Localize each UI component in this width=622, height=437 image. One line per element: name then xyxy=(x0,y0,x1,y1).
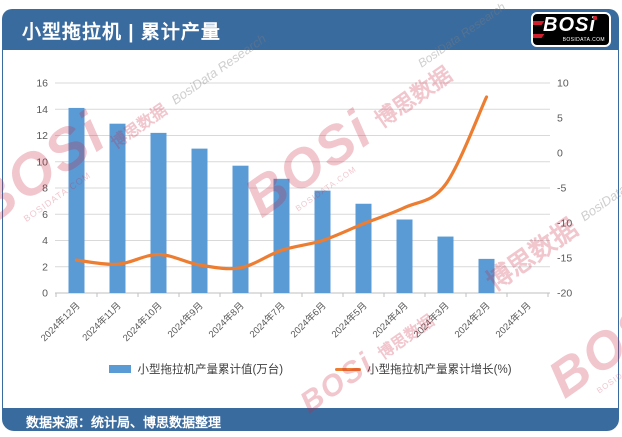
chart-body: 16 14 12 10 8 6 4 2 0 10 5 0 -5 -10 -15 -20 2024年12月 2024… xyxy=(2,50,619,408)
legend: 小型拖拉机产量累计值(万台) 小型拖拉机产量累计增长(%) xyxy=(3,361,618,377)
bar xyxy=(232,165,249,293)
logo-site-label: BOSIDATA.COM xyxy=(562,37,605,43)
svg-text:6: 6 xyxy=(42,209,48,221)
logo-wordmark: BOSi xyxy=(543,14,596,36)
y-axis-right-labels: 10 5 0 -5 -10 -15 -20 xyxy=(557,78,572,300)
svg-text:2024年7月: 2024年7月 xyxy=(247,300,288,341)
svg-text:-10: -10 xyxy=(557,218,572,230)
bosi-logo: BOSi BOSIDATA.COM xyxy=(531,12,611,47)
svg-text:-15: -15 xyxy=(557,253,572,265)
legend-swatch-line xyxy=(335,367,362,371)
legend-item-bar-series: 小型拖拉机产量累计值(万台) xyxy=(109,361,283,377)
svg-text:2024年1月: 2024年1月 xyxy=(493,300,534,341)
svg-text:-5: -5 xyxy=(557,183,566,195)
svg-text:2024年8月: 2024年8月 xyxy=(206,300,247,341)
bar xyxy=(109,123,126,293)
footer-bar: 数据来源：统计局、博思数据整理 xyxy=(2,408,619,431)
bar-series xyxy=(68,107,495,293)
svg-text:4: 4 xyxy=(42,235,48,247)
svg-text:2024年12月: 2024年12月 xyxy=(38,300,82,344)
svg-text:2024年10月: 2024年10月 xyxy=(120,300,164,344)
svg-text:12: 12 xyxy=(36,130,48,142)
legend-label-bar-series: 小型拖拉机产量累计值(万台) xyxy=(137,364,284,376)
card-frame: 小型拖拉机 | 累计产量 BOSi BOSIDATA.COM 16 14 12 10 8… xyxy=(2,9,619,431)
svg-text:10: 10 xyxy=(557,78,569,90)
legend-item-line-series: 小型拖拉机产量累计增长(%) xyxy=(335,361,512,377)
bar xyxy=(437,236,454,293)
bar xyxy=(396,219,413,293)
svg-text:2024年4月: 2024年4月 xyxy=(370,300,411,341)
svg-text:2024年6月: 2024年6月 xyxy=(288,300,329,341)
svg-text:2024年5月: 2024年5月 xyxy=(329,300,370,341)
svg-text:10: 10 xyxy=(36,156,48,168)
logo-dot-icon xyxy=(593,16,597,20)
legend-swatch-bar xyxy=(109,365,132,373)
chart-title: 小型拖拉机 | 累计产量 xyxy=(22,22,221,43)
y-axis-left-labels: 16 14 12 10 8 6 4 2 0 xyxy=(36,78,48,300)
bar xyxy=(355,203,372,293)
svg-text:8: 8 xyxy=(42,183,48,195)
bar xyxy=(191,148,208,293)
x-axis-ticks xyxy=(55,293,549,297)
svg-text:2024年11月: 2024年11月 xyxy=(80,300,124,344)
line-series xyxy=(74,95,489,271)
bar xyxy=(273,178,290,293)
bar xyxy=(478,258,495,293)
data-source-note: 数据来源：统计局、博思数据整理 xyxy=(26,415,222,430)
svg-text:14: 14 xyxy=(36,104,48,116)
header-bar: 小型拖拉机 | 累计产量 BOSi BOSIDATA.COM xyxy=(2,9,619,50)
bar xyxy=(68,107,85,293)
svg-text:2024年3月: 2024年3月 xyxy=(411,300,452,341)
svg-text:0: 0 xyxy=(557,148,563,160)
bar xyxy=(150,132,167,293)
chart-canvas: 16141210864201050-5-10-15-202024年12月2024… xyxy=(36,78,572,344)
svg-text:16: 16 xyxy=(36,78,48,90)
svg-text:2: 2 xyxy=(42,261,48,273)
svg-text:-20: -20 xyxy=(557,288,572,300)
svg-text:5: 5 xyxy=(557,113,563,125)
svg-text:2024年2月: 2024年2月 xyxy=(452,300,493,341)
svg-text:2024年9月: 2024年9月 xyxy=(165,300,206,341)
legend-label-line-series: 小型拖拉机产量累计增长(%) xyxy=(367,364,512,376)
svg-text:0: 0 xyxy=(42,288,48,300)
